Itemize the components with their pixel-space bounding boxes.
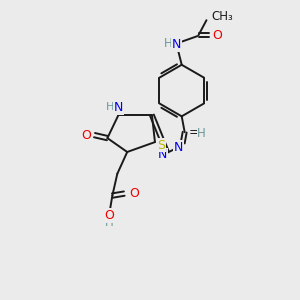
Text: H: H [105, 216, 114, 229]
Text: O: O [82, 129, 92, 142]
Text: H: H [164, 38, 172, 50]
Text: O: O [104, 209, 114, 222]
Text: CH₃: CH₃ [212, 10, 233, 23]
Text: H: H [197, 127, 206, 140]
Text: N: N [158, 148, 168, 161]
Text: =: = [188, 126, 199, 139]
Text: H: H [106, 102, 115, 112]
Text: N: N [114, 101, 123, 114]
Text: N: N [172, 38, 182, 52]
Text: N: N [174, 140, 183, 154]
Text: O: O [212, 28, 222, 42]
Text: S: S [157, 139, 165, 152]
Text: O: O [129, 187, 139, 200]
